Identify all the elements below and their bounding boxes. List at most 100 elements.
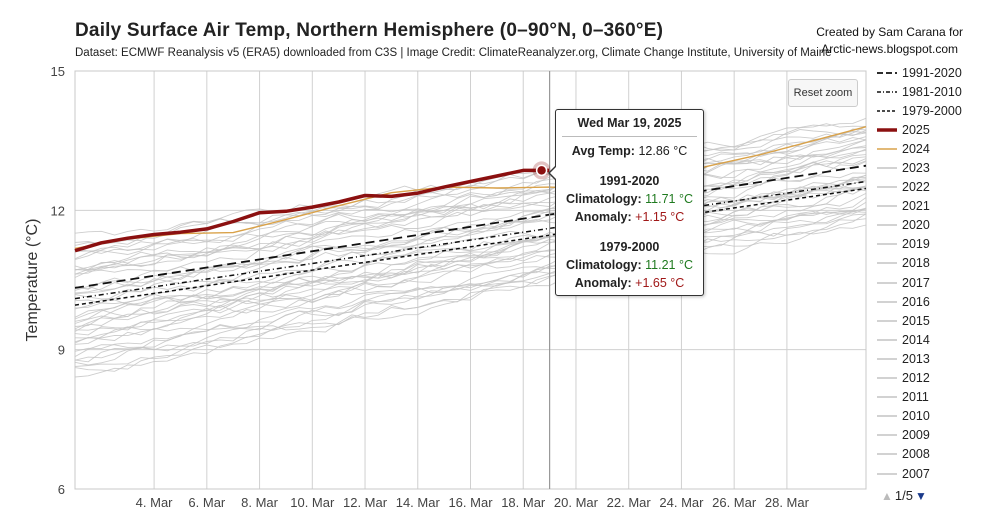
legend-label: 2021 (902, 199, 930, 214)
legend-item-2017[interactable]: 2017 (877, 273, 962, 292)
legend-label: 1979-2000 (902, 103, 962, 118)
y-axis-title: Temperature (°C) (24, 219, 41, 342)
legend-label: 2025 (902, 122, 930, 137)
x-tick-label: 14. Mar (396, 495, 441, 510)
legend-label: 2014 (902, 332, 930, 347)
legend-label: 2016 (902, 294, 930, 309)
legend-swatch (877, 415, 897, 417)
legend-item-2015[interactable]: 2015 (877, 311, 962, 330)
legend-swatch (877, 71, 897, 74)
legend-label: 1991-2020 (902, 65, 962, 80)
past-year-line (74, 224, 867, 367)
tooltip-avg-value: 12.86 °C (638, 144, 688, 158)
legend-item-2025[interactable]: 2025 (877, 120, 962, 139)
past-year-line (74, 208, 867, 366)
legend-swatch (877, 262, 897, 265)
past-year-line (74, 211, 867, 345)
legend-label: 1981-2010 (902, 84, 962, 99)
legend-item-1991-2020[interactable]: 1991-2020 (877, 63, 962, 82)
past-year-line (74, 128, 867, 261)
legend-item-2013[interactable]: 2013 (877, 349, 962, 368)
tooltip-block2-clim-label: Climatology: (565, 258, 642, 272)
chart-title: Daily Surface Air Temp, Northern Hemisph… (75, 20, 664, 41)
past-year-line (74, 132, 867, 255)
legend-item-1979-2000[interactable]: 1979-2000 (877, 101, 962, 120)
legend-item-2010[interactable]: 2010 (877, 407, 962, 426)
tooltip-block2-anom-label: Anomaly: (574, 276, 632, 290)
legend-item-2012[interactable]: 2012 (877, 369, 962, 388)
x-tick-label: 18. Mar (501, 495, 546, 510)
reset-zoom-button[interactable]: Reset zoom (788, 79, 858, 107)
legend-label: 2010 (902, 409, 930, 424)
credit: Created by Sam Carana for Arctic-news.bl… (816, 24, 963, 58)
legend-item-2024[interactable]: 2024 (877, 139, 962, 158)
tooltip-date: Wed Mar 19, 2025 (562, 110, 697, 137)
tooltip-block2-title: 1979-2000 (599, 240, 660, 254)
past-year-line (74, 154, 867, 290)
legend-item-2021[interactable]: 2021 (877, 197, 962, 216)
credit-line-2: Arctic-news.blogspot.com (821, 42, 958, 56)
legend-item-2011[interactable]: 2011 (877, 388, 962, 407)
legend-swatch (877, 243, 897, 246)
legend-item-2020[interactable]: 2020 (877, 216, 962, 235)
legend-item-2007[interactable]: 2007 (877, 464, 962, 483)
legend-label: 2020 (902, 218, 930, 233)
y-tick-label: 6 (58, 482, 65, 497)
tooltip-block2-anom-value: +1.65 °C (635, 276, 685, 290)
legend-item-2023[interactable]: 2023 (877, 158, 962, 177)
legend-item-2009[interactable]: 2009 (877, 426, 962, 445)
legend-swatch (877, 281, 897, 284)
past-year-line (74, 185, 867, 322)
x-tick-label: 12. Mar (343, 495, 388, 510)
tooltip-block1-anom-value: +1.15 °C (635, 210, 685, 224)
tooltip-block2-clim: Climatology: 11.21 °C (556, 256, 703, 274)
past-year-line (74, 176, 867, 310)
legend-label: 2008 (902, 447, 930, 462)
legend-label: 2022 (902, 180, 930, 195)
legend-swatch (877, 167, 897, 169)
tooltip-block1-clim-value: 11.71 °C (645, 192, 694, 206)
legend-item-2014[interactable]: 2014 (877, 330, 962, 349)
legend-item-2018[interactable]: 2018 (877, 254, 962, 273)
past-year-line (74, 179, 867, 324)
tooltip-avg-row: Avg Temp: 12.86 °C (556, 142, 703, 160)
tooltip-block1-anom: Anomaly: +1.15 °C (556, 208, 703, 226)
legend-page-down-icon[interactable]: ▼ (914, 488, 927, 503)
past-year-line (74, 136, 867, 271)
tooltip-block1-clim: Climatology: 11.71 °C (556, 190, 703, 208)
tooltip-block2-clim-value: 11.21 °C (645, 258, 694, 272)
legend-item-2019[interactable]: 2019 (877, 235, 962, 254)
series-line-2025 (74, 168, 550, 253)
tooltip-block1-title: 1991-2020 (599, 174, 660, 188)
legend-label: 2007 (902, 466, 930, 481)
x-tick-label: 22. Mar (607, 495, 652, 510)
legend-swatch (877, 205, 897, 207)
legend-page-up-icon[interactable]: ▲ (881, 488, 893, 503)
past-year-line (74, 145, 867, 275)
x-tick-label: 26. Mar (712, 495, 757, 510)
past-year-line (74, 186, 867, 343)
past-year-line (74, 185, 867, 318)
legend-item-2022[interactable]: 2022 (877, 178, 962, 197)
chart-subtitle: Dataset: ECMWF Reanalysis v5 (ERA5) down… (75, 47, 832, 59)
highlight-point (535, 164, 548, 177)
x-tick-label: 4. Mar (136, 495, 174, 510)
legend-swatch (877, 396, 897, 398)
legend-swatch (877, 377, 897, 379)
legend-item-1981-2010[interactable]: 1981-2010 (877, 82, 962, 101)
legend-swatch (877, 300, 897, 303)
x-tick-label: 8. Mar (241, 495, 279, 510)
series-line-1979-2000 (74, 187, 867, 306)
legend-swatch (877, 148, 897, 150)
legend-swatch (877, 434, 897, 437)
past-year-line (74, 178, 867, 330)
legend-item-2008[interactable]: 2008 (877, 445, 962, 464)
legend-label: 2019 (902, 237, 930, 252)
legend-swatch (877, 128, 897, 132)
y-tick-label: 15 (51, 64, 65, 79)
legend-swatch (877, 453, 897, 456)
legend-label: 2013 (902, 351, 930, 366)
legend-swatch (877, 90, 897, 93)
legend-item-2016[interactable]: 2016 (877, 292, 962, 311)
legend-page-indicator: 1/5 (894, 488, 913, 503)
